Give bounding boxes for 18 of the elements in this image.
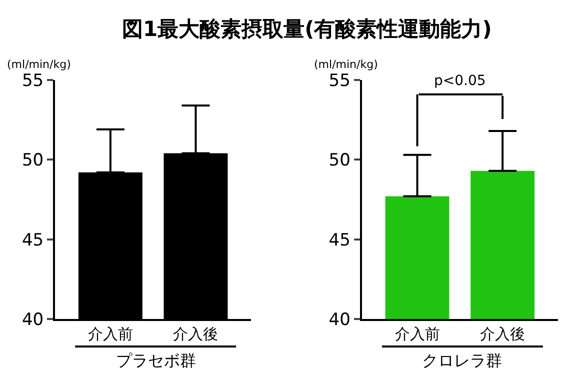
x-axis-title: プラセボ群 bbox=[116, 351, 196, 370]
y-tick-label: 45 bbox=[328, 230, 350, 250]
y-tick-label: 50 bbox=[22, 150, 44, 171]
x-tick-label: 介入後 bbox=[173, 325, 218, 343]
y-axis-title: (ml/min/kg) bbox=[314, 58, 378, 71]
y-tick-label: 45 bbox=[22, 230, 44, 250]
text: 図1最大酸素摂取量(有酸素性運動能力) bbox=[122, 17, 492, 41]
y-tick-label: 40 bbox=[22, 310, 44, 330]
x-tick-label: 介入前 bbox=[88, 325, 133, 343]
y-axis-title: (ml/min/kg) bbox=[7, 58, 71, 71]
annotation: p<0.05 bbox=[434, 73, 486, 89]
x-tick-label: 介入前 bbox=[394, 325, 440, 343]
x-axis-title: クロレラ群 bbox=[422, 351, 502, 370]
y-tick-label: 40 bbox=[328, 310, 350, 330]
x-tick-label: 介入後 bbox=[480, 325, 526, 343]
y-tick-label: 50 bbox=[328, 150, 350, 171]
y-tick-label: 55 bbox=[22, 70, 44, 91]
y-tick-label: 55 bbox=[328, 70, 350, 91]
